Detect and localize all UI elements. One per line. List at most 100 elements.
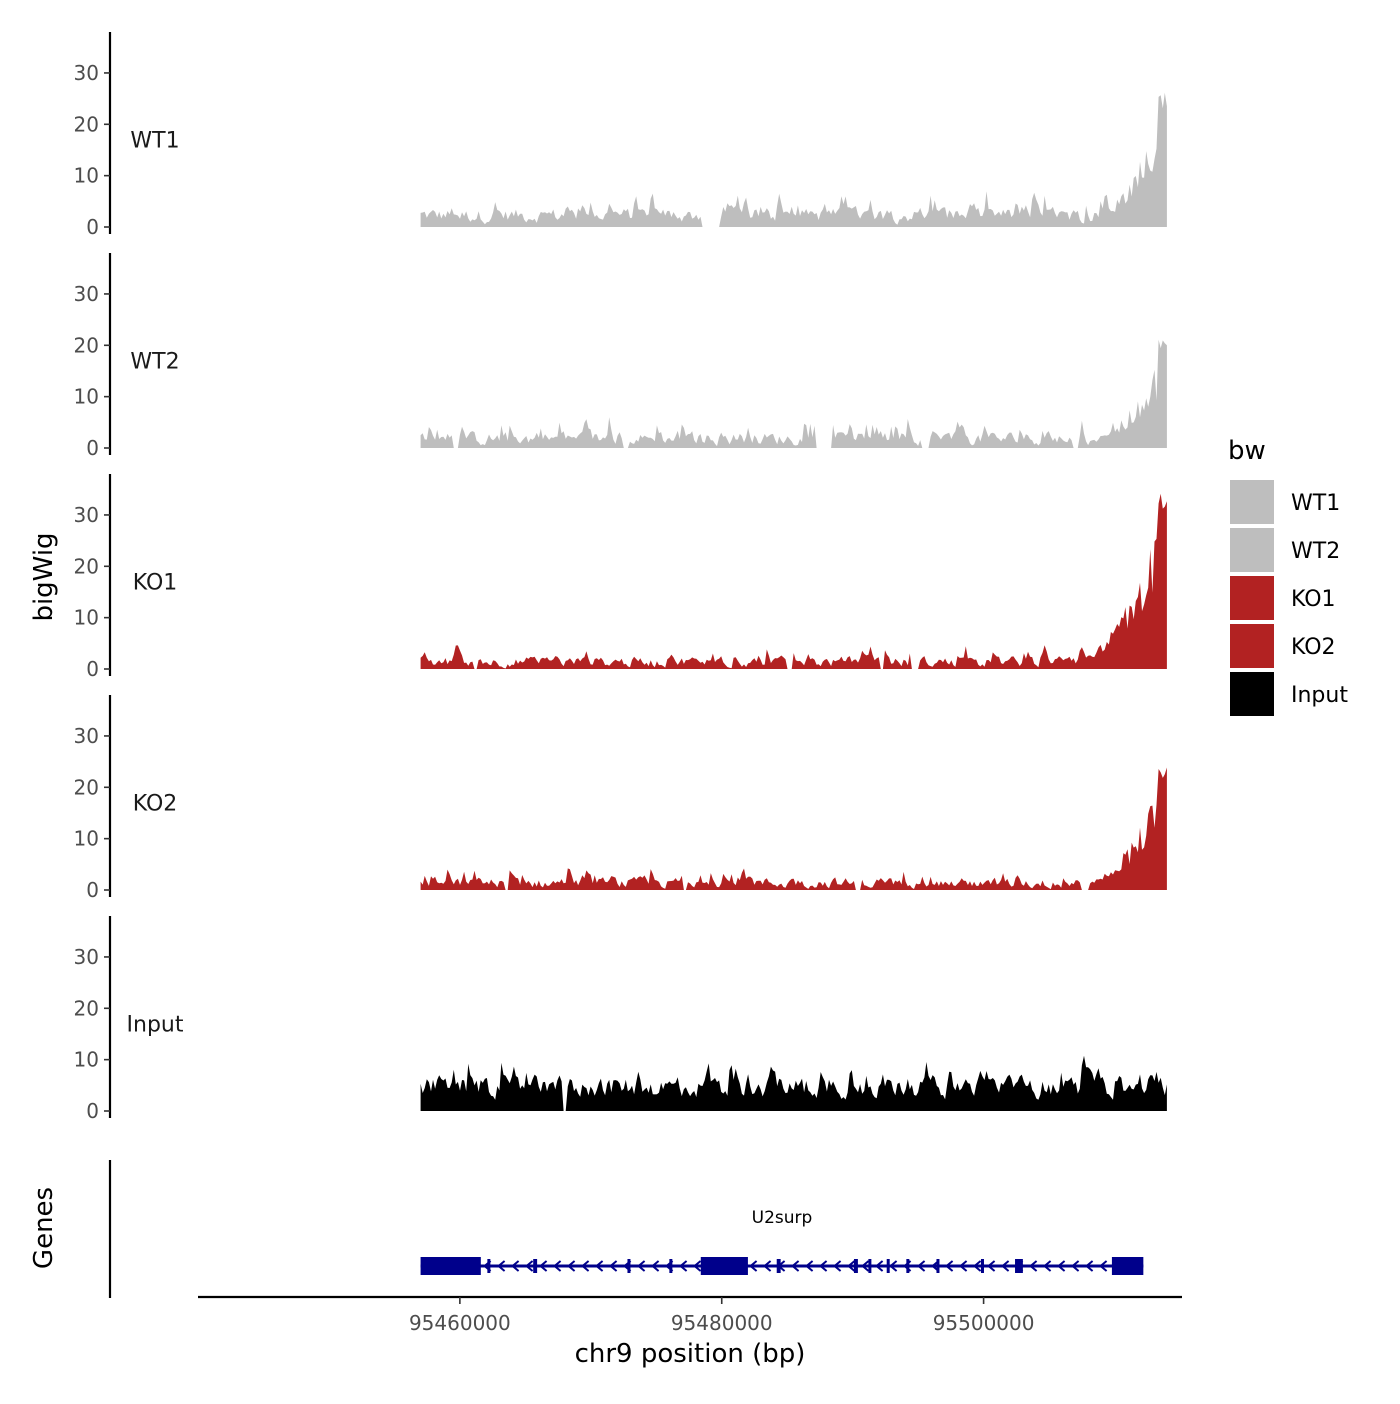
y-tick-label: 20 [74, 554, 99, 578]
strand-arrow [1029, 1260, 1038, 1272]
strand-arrow [1043, 1260, 1052, 1272]
legend-label-wt2: WT2 [1291, 539, 1340, 564]
strand-arrow [1057, 1260, 1066, 1272]
strand-arrow [805, 1260, 814, 1272]
strand-arrow [511, 1260, 520, 1272]
y-tick-label: 20 [74, 996, 99, 1020]
strand-arrow [819, 1260, 828, 1272]
strand-arrow [973, 1260, 982, 1272]
gene-exon [853, 1259, 858, 1273]
strand-arrow [637, 1260, 646, 1272]
coverage-area-wt2 [420, 339, 1167, 448]
x-axis-title: chr9 position (bp) [575, 1339, 806, 1369]
legend-swatch-ko1 [1230, 576, 1274, 620]
y-tick-label: 10 [74, 1048, 99, 1072]
coverage-area-ko1 [420, 493, 1167, 669]
strand-arrow [1001, 1260, 1010, 1272]
coverage-area-ko2 [420, 767, 1167, 890]
coverage-tracks: 0 10 20 30 WT1 0 10 20 30 WT2 0 10 20 30 KO1 0 10 20 30 KO2… [74, 32, 1167, 1123]
track-input: 0 10 20 30 Input [74, 916, 1167, 1123]
strand-arrow [693, 1260, 702, 1272]
gene-label: U2surp [752, 1208, 813, 1228]
y-tick-label: 10 [74, 827, 99, 851]
y-tick-label: 0 [86, 878, 99, 902]
strand-arrow [749, 1260, 758, 1272]
gene-exon [627, 1259, 631, 1273]
strand-arrow [609, 1260, 618, 1272]
legend-swatch-wt1 [1230, 480, 1274, 524]
track-label: KO1 [133, 571, 178, 596]
y-tick-label: 10 [74, 164, 99, 188]
legend: bw WT1 WT2 KO1 KO2 Input [1228, 436, 1348, 716]
x-tick-label: 95460000 [409, 1311, 511, 1335]
y-axis-title: bigWig [29, 532, 59, 621]
strand-arrow [945, 1260, 954, 1272]
legend-swatch-input [1230, 672, 1274, 716]
strand-arrow [833, 1260, 842, 1272]
strand-arrow [889, 1260, 898, 1272]
gene-exon [669, 1259, 673, 1273]
x-axis: 95460000 95480000 95500000 [198, 1295, 1182, 1335]
legend-title: bw [1228, 436, 1266, 466]
strand-arrow [581, 1260, 590, 1272]
gene-u2surp: U2surp [420, 1208, 1144, 1275]
y-tick-label: 20 [74, 775, 99, 799]
y-tick-label: 20 [74, 112, 99, 136]
gene-track: U2surp [108, 1160, 1144, 1298]
gene-exon [420, 1257, 481, 1275]
strand-arrow [595, 1260, 604, 1272]
strand-arrow [553, 1260, 562, 1272]
legend-label-ko2: KO2 [1291, 635, 1336, 660]
y-tick-label: 30 [74, 503, 99, 527]
gene-exon [776, 1259, 781, 1273]
gene-exon [936, 1259, 940, 1273]
strand-arrow [861, 1260, 870, 1272]
y-tick-label: 0 [86, 436, 99, 460]
track-ko2: 0 10 20 30 KO2 [74, 695, 1167, 902]
track-ko1: 0 10 20 30 KO1 [74, 474, 1167, 681]
y-tick-label: 0 [86, 1099, 99, 1123]
strand-arrow [959, 1260, 968, 1272]
coverage-area-input [420, 1055, 1167, 1111]
y-tick-label: 10 [74, 606, 99, 630]
strand-arrow [917, 1260, 926, 1272]
gene-exon [868, 1259, 872, 1273]
strand-arrow [525, 1260, 534, 1272]
strand-arrow [497, 1260, 506, 1272]
gene-exon [1015, 1259, 1023, 1273]
legend-swatch-ko2 [1230, 624, 1274, 668]
track-label: Input [127, 1013, 184, 1038]
gene-exon [886, 1259, 890, 1273]
x-tick-label: 95500000 [933, 1311, 1035, 1335]
gene-exon [533, 1259, 538, 1273]
y-tick-label: 30 [74, 61, 99, 85]
strand-arrow [763, 1260, 772, 1272]
gene-exon [487, 1259, 491, 1273]
legend-swatch-wt2 [1230, 528, 1274, 572]
gene-exon [980, 1259, 984, 1273]
legend-label-input: Input [1291, 683, 1348, 708]
strand-arrow [1071, 1260, 1080, 1272]
gene-exon [1111, 1257, 1144, 1275]
strand-arrow [875, 1260, 884, 1272]
y-tick-label: 30 [74, 945, 99, 969]
strand-arrow [1085, 1260, 1094, 1272]
track-wt1: 0 10 20 30 WT1 [74, 32, 1167, 239]
strand-arrow [679, 1260, 688, 1272]
strand-arrow [847, 1260, 856, 1272]
genes-axis-title: Genes [29, 1187, 59, 1269]
strand-arrow [1099, 1260, 1108, 1272]
strand-arrow [539, 1260, 548, 1272]
legend-label-ko1: KO1 [1291, 587, 1336, 612]
y-tick-label: 10 [74, 385, 99, 409]
track-label: WT2 [130, 350, 179, 375]
x-tick-label: 95480000 [671, 1311, 773, 1335]
strand-arrow [651, 1260, 660, 1272]
track-wt2: 0 10 20 30 WT2 [74, 253, 1167, 460]
y-tick-label: 0 [86, 657, 99, 681]
track-label: KO2 [133, 792, 178, 817]
strand-arrow [791, 1260, 800, 1272]
gene-exon [700, 1257, 748, 1275]
